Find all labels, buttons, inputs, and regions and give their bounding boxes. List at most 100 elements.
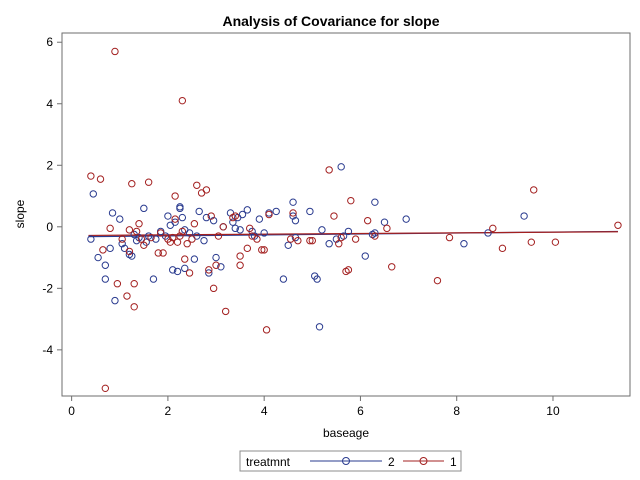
point-series-2	[171, 218, 179, 226]
y-tick-label: -4	[42, 343, 53, 357]
point-series-2	[460, 240, 468, 248]
plot-frame	[61, 32, 631, 397]
point-series-1	[344, 266, 353, 274]
point-series-1	[111, 47, 119, 56]
point-series-2	[371, 198, 379, 206]
chart-title: Analysis of Covariance for slope	[222, 13, 439, 29]
point-series-1	[236, 252, 244, 260]
point-series-1	[325, 166, 333, 174]
point-series-1	[308, 236, 317, 245]
point-series-1	[190, 220, 199, 228]
point-series-2	[212, 253, 220, 262]
point-series-1	[181, 255, 189, 263]
point-series-2	[313, 275, 321, 283]
point-series-2	[279, 275, 288, 283]
point-series-2	[149, 275, 158, 283]
point-series-2	[101, 275, 110, 283]
point-series-2	[190, 255, 199, 263]
point-series-1	[171, 192, 179, 200]
point-series-1	[260, 246, 268, 254]
point-series-1	[99, 246, 107, 254]
point-series-2	[200, 236, 208, 245]
point-series-1	[330, 212, 338, 220]
point-series-1	[209, 284, 218, 293]
point-series-2	[173, 267, 182, 276]
point-series-1	[445, 233, 454, 242]
point-series-2	[272, 207, 280, 216]
point-series-2	[111, 296, 119, 305]
y-axis-label: slope	[13, 199, 27, 228]
point-series-1	[159, 249, 167, 257]
point-series-1	[113, 280, 122, 288]
point-series-2	[118, 240, 126, 248]
point-series-1	[294, 236, 302, 245]
point-series-2	[380, 218, 389, 226]
point-series-1	[128, 180, 136, 188]
x-axis: 0 2 4 6 8 10	[68, 396, 560, 418]
point-series-1	[178, 96, 187, 105]
point-series-1	[498, 244, 507, 253]
point-series-1	[87, 172, 95, 180]
point-series-1	[205, 266, 213, 274]
point-series-1	[335, 240, 343, 248]
point-series-2	[185, 229, 194, 237]
point-series-2	[284, 241, 292, 249]
point-series-1	[125, 247, 134, 256]
point-series-1	[306, 236, 314, 245]
point-series-2	[209, 216, 218, 225]
point-series-2	[229, 218, 237, 226]
point-series-1	[214, 232, 223, 240]
point-series-2	[325, 240, 333, 248]
point-series-1	[166, 238, 175, 246]
point-series-1	[125, 226, 134, 234]
point-series-2	[89, 190, 97, 198]
x-tick-label: 4	[261, 404, 268, 418]
point-series-2	[371, 229, 379, 237]
point-series-1	[265, 210, 273, 219]
point-series-1	[371, 232, 379, 240]
y-axis: -4 -2 0 2 4 6	[42, 35, 62, 357]
point-series-2	[101, 261, 110, 269]
y-tick-label: 4	[46, 97, 53, 111]
point-series-1	[183, 240, 191, 248]
point-series-1	[258, 246, 266, 254]
point-series-2	[181, 264, 189, 273]
point-series-2	[243, 206, 252, 214]
point-series-1	[383, 224, 391, 233]
point-series-1	[154, 249, 162, 257]
point-series-2	[291, 216, 300, 225]
point-series-1	[236, 261, 244, 269]
point-series-2	[116, 215, 124, 223]
point-series-1	[137, 235, 146, 243]
point-series-1	[173, 238, 182, 246]
x-axis-label: baseage	[323, 426, 369, 440]
point-series-1	[156, 229, 165, 237]
point-series-2	[94, 253, 102, 262]
point-series-1	[101, 384, 110, 393]
point-series-2	[238, 210, 247, 219]
point-series-2	[202, 213, 211, 222]
point-series-1	[140, 241, 148, 249]
legend-marker-series-2	[342, 457, 350, 465]
point-series-1	[188, 235, 196, 243]
point-series-2	[318, 226, 326, 234]
point-series-2	[306, 207, 314, 216]
point-series-1	[527, 238, 536, 246]
y-tick-label: 2	[46, 158, 53, 172]
point-series-1	[347, 196, 355, 205]
point-series-1	[614, 221, 622, 229]
point-series-1	[246, 224, 254, 233]
point-series-1	[106, 224, 114, 233]
point-series-1	[176, 232, 184, 240]
point-series-1	[289, 209, 297, 217]
legend-label-series-2: 2	[388, 455, 395, 469]
point-series-2	[361, 252, 369, 260]
point-series-2	[236, 226, 244, 234]
point-series-2	[344, 227, 353, 236]
legend-marker-series-1	[419, 457, 428, 465]
point-series-1	[132, 227, 141, 236]
point-series-2	[484, 229, 492, 237]
point-series-1	[212, 261, 220, 269]
x-tick-label: 0	[68, 404, 75, 418]
